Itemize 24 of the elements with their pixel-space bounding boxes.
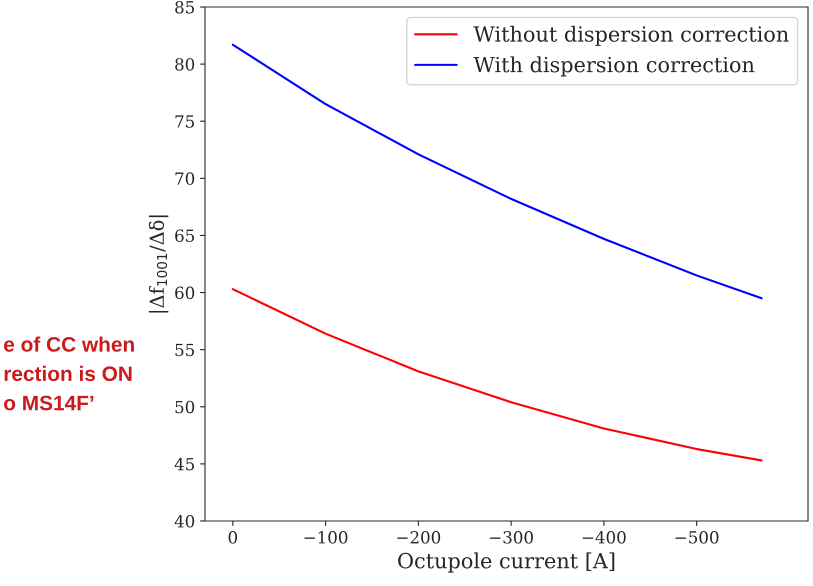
legend-label: Without dispersion correction — [474, 26, 789, 46]
x-axis-title: Octupole current [A] — [398, 552, 614, 573]
y-tick-label: 55 — [175, 344, 194, 356]
x-tick-label: −200 — [397, 531, 440, 544]
text: e of CC when — [4, 336, 134, 352]
y-tick-label: 65 — [175, 229, 194, 242]
x-tick-label: −400 — [582, 531, 626, 544]
y-tick-label: 45 — [174, 458, 194, 470]
line-series — [232, 288, 763, 462]
y-tick-label: 80 — [175, 58, 194, 71]
y-tick-label: 40 — [174, 514, 194, 528]
y-tick-label: 75 — [175, 115, 194, 128]
x-tick-label: 0 — [228, 531, 238, 544]
x-tick-label: −300 — [490, 531, 533, 544]
x-tick-label: −500 — [676, 531, 718, 544]
y-axis-title: |Δf$_{1001}$/Δδ| — [148, 216, 168, 313]
y-tick-label: 50 — [175, 400, 194, 414]
y-tick-label: 70 — [175, 172, 194, 185]
y-tick-label: 60 — [175, 286, 194, 300]
x-tick-label: −100 — [304, 531, 348, 544]
text: o MS14F’ — [4, 396, 94, 410]
legend-label: With dispersion correction — [474, 56, 754, 76]
y-tick-label: 85 — [175, 0, 194, 14]
text: rection is ON — [4, 366, 132, 382]
